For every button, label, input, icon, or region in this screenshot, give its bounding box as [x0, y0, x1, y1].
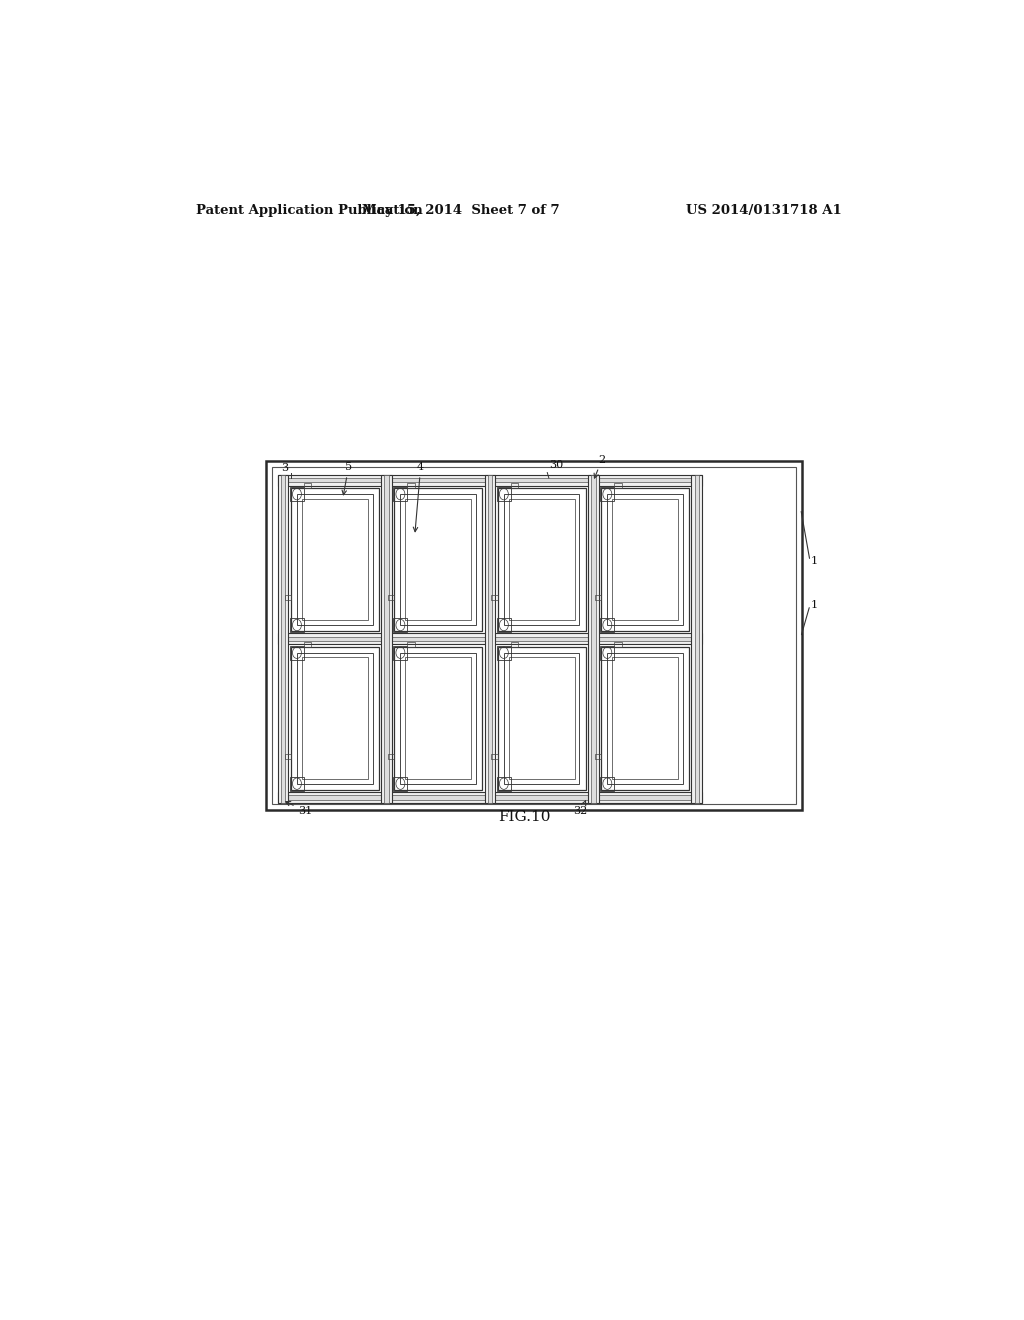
Bar — [281, 478, 699, 800]
Bar — [600, 645, 614, 660]
Bar — [384, 475, 389, 803]
Bar — [393, 487, 408, 502]
Bar — [278, 796, 702, 800]
Bar — [504, 653, 580, 784]
Bar — [278, 478, 702, 482]
Bar — [394, 647, 482, 789]
Bar — [290, 487, 304, 502]
Bar — [304, 483, 311, 488]
Bar — [290, 645, 304, 660]
Text: 1: 1 — [811, 601, 818, 610]
Bar — [285, 754, 291, 759]
Bar — [498, 647, 586, 789]
Bar — [509, 657, 574, 779]
Text: 31: 31 — [286, 801, 312, 817]
Bar — [290, 618, 304, 632]
Bar — [297, 494, 373, 626]
Bar — [278, 792, 702, 803]
Bar — [497, 645, 511, 660]
Text: 5: 5 — [342, 462, 352, 495]
Bar — [492, 754, 498, 759]
Bar — [408, 642, 415, 647]
Bar — [394, 488, 482, 631]
Bar — [595, 754, 601, 759]
Bar — [393, 618, 408, 632]
Bar — [388, 754, 394, 759]
Bar — [304, 642, 311, 647]
Bar — [297, 653, 373, 784]
Bar — [509, 499, 574, 620]
Bar — [497, 487, 511, 502]
Bar — [388, 595, 394, 601]
Bar — [381, 475, 392, 803]
Bar — [600, 618, 614, 632]
Bar — [612, 499, 678, 620]
Bar — [302, 499, 368, 620]
Text: 4: 4 — [414, 462, 424, 532]
Text: 3: 3 — [282, 462, 289, 473]
Bar — [408, 483, 415, 488]
Bar — [600, 487, 614, 502]
Text: FIG.10: FIG.10 — [499, 809, 551, 824]
Bar — [484, 475, 496, 803]
Bar — [511, 642, 518, 647]
Bar — [588, 475, 599, 803]
Bar — [393, 776, 408, 791]
Bar — [272, 467, 796, 804]
Text: 30: 30 — [549, 461, 563, 470]
Text: Patent Application Publication: Patent Application Publication — [197, 205, 423, 218]
Bar — [595, 595, 601, 601]
Bar — [607, 653, 683, 784]
Text: 32: 32 — [573, 801, 588, 817]
Bar — [393, 645, 408, 660]
Bar — [691, 475, 702, 803]
Bar — [498, 488, 586, 631]
Bar — [291, 488, 379, 631]
Bar — [601, 647, 689, 789]
Bar — [607, 494, 683, 626]
Bar — [400, 653, 476, 784]
Bar — [291, 647, 379, 789]
Bar — [406, 657, 471, 779]
Bar — [601, 488, 689, 631]
Bar — [600, 776, 614, 791]
Bar — [400, 494, 476, 626]
Bar — [694, 475, 699, 803]
Bar — [614, 483, 622, 488]
Bar — [266, 461, 802, 810]
Bar — [278, 634, 702, 644]
Bar — [614, 642, 622, 647]
Text: May 15, 2014  Sheet 7 of 7: May 15, 2014 Sheet 7 of 7 — [362, 205, 560, 218]
Bar — [504, 494, 580, 626]
Bar — [612, 657, 678, 779]
Bar — [492, 595, 498, 601]
Text: 1: 1 — [811, 556, 818, 566]
Bar — [497, 776, 511, 791]
Bar — [511, 483, 518, 488]
Bar — [278, 636, 702, 642]
Bar — [591, 475, 596, 803]
Bar — [497, 618, 511, 632]
Text: 2: 2 — [594, 454, 605, 478]
Bar — [285, 595, 291, 601]
Bar — [278, 475, 289, 803]
Bar — [302, 657, 368, 779]
Bar — [278, 475, 702, 486]
Bar — [290, 776, 304, 791]
Bar — [406, 499, 471, 620]
Bar — [487, 475, 493, 803]
Text: US 2014/0131718 A1: US 2014/0131718 A1 — [686, 205, 842, 218]
Bar — [281, 475, 285, 803]
